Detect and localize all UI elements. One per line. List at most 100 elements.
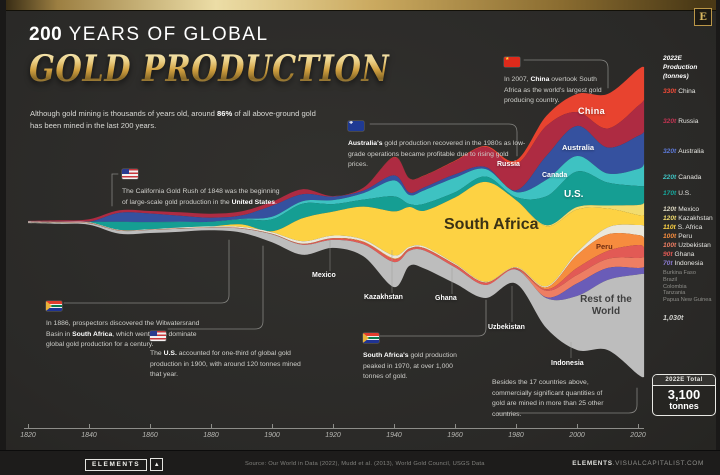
production-legend: 2022E Production (tonnes) 330t China 320t…	[663, 0, 719, 475]
axis-year-label: 2000	[569, 432, 585, 439]
axis-year-label: 1940	[386, 432, 402, 439]
south-africa-flag-icon	[363, 333, 379, 343]
chart-label-china: China	[578, 106, 606, 116]
title-200: 200	[29, 24, 63, 45]
axis-tick	[638, 424, 639, 429]
axis-year-label: 1900	[264, 432, 280, 439]
annotation-text: The California Gold Rush of 1848 was the…	[122, 188, 280, 206]
axis-tick	[89, 424, 90, 429]
connector-california	[111, 173, 119, 207]
chart-label-south-africa: South Africa	[444, 216, 539, 233]
legend-header: 2022E Production (tonnes)	[663, 55, 698, 81]
chart-label-russia: Russia	[497, 161, 520, 168]
south-africa-flag-icon	[46, 301, 62, 311]
axis-tick	[577, 424, 578, 429]
stream-band-russia	[28, 100, 645, 223]
axis-year-label: 2020	[630, 432, 646, 439]
axis-year-label: 1980	[508, 432, 524, 439]
elements-e-logo: E	[694, 8, 712, 26]
axis-tick	[455, 424, 456, 429]
axis-year-label: 1840	[81, 432, 97, 439]
axis-tick	[211, 424, 212, 429]
legend-item-indonesia: 70t Indonesia	[663, 260, 704, 267]
us-flag-icon	[150, 331, 166, 341]
us-flag-icon	[122, 169, 138, 179]
legend-item-peru: 100t Peru	[663, 233, 693, 240]
legend-item-uzbekistan: 100t Uzbekistan	[663, 242, 711, 249]
footer-bar: ELEMENTS ▲ Source: Our World in Data (20…	[0, 450, 720, 475]
axis-year-label: 1960	[447, 432, 463, 439]
title-line: 200 YEARS OF GLOBAL	[29, 24, 397, 46]
total-box-unit: tonnes	[669, 401, 699, 412]
connector-us-1900	[167, 245, 264, 330]
legend-item-australia: 320t Australia	[663, 148, 704, 155]
legend-item-ghana: 90t Ghana	[663, 251, 695, 258]
axis-tick	[333, 424, 334, 429]
legend-rest-of-world-total: 1,030t	[663, 313, 684, 322]
chart-label-ghana: Ghana	[435, 295, 457, 302]
chart-label-rest-of-world: Rest of the World	[580, 294, 632, 317]
chart-label-indonesia: Indonesia	[551, 360, 584, 367]
legend-item-canada: 220t Canada	[663, 174, 702, 181]
chart-label-us: U.S.	[564, 189, 584, 200]
connector-witwatersrand	[63, 239, 230, 304]
axis-year-label: 1880	[203, 432, 219, 439]
chart-label-mexico: Mexico	[312, 272, 336, 279]
annotation-text: Besides the 17 countries above, commerci…	[492, 379, 604, 418]
annotation-text: The U.S. accounted for one-third of glob…	[150, 350, 301, 379]
chart-label-canada: Canada	[542, 172, 568, 179]
elements-wordmark: ELEMENTS	[85, 458, 148, 471]
legend-item-us: 170t U.S.	[663, 190, 692, 197]
title-block: 200 YEARS OF GLOBAL GOLD PRODUCTION	[29, 24, 397, 90]
stream-band-south-africa	[28, 181, 645, 287]
annotation-china-2007: In 2007, China overtook South Africa as …	[504, 54, 614, 107]
label-leader-lines	[329, 240, 572, 358]
annotation-connectors	[63, 59, 638, 414]
page-title: GOLD PRODUCTION	[29, 48, 390, 91]
subtitle-text: Although gold mining is thousands of yea…	[30, 109, 316, 130]
chart-label-australia: Australia	[562, 143, 595, 152]
axis-year-label: 1860	[142, 432, 158, 439]
chart-label-peru: Peru	[596, 242, 613, 251]
total-box-header: 2022E Total	[653, 375, 715, 386]
legend-item-s-africa: 110t S. Africa	[663, 224, 703, 231]
australia-flag-icon	[348, 121, 364, 131]
title-years-of-global: YEARS OF GLOBAL	[62, 24, 269, 45]
stream-bands	[28, 66, 645, 378]
total-2022-box: 2022E Total 3,100 tonnes	[652, 374, 716, 417]
stream-band-indonesia	[28, 222, 645, 301]
annotation-other-countries: Besides the 17 countries above, commerci…	[492, 378, 610, 420]
elements-badge-icon: ▲	[150, 458, 164, 471]
left-edge-frame	[0, 0, 6, 450]
source-text: Source: Our World in Data (2022), Mudd e…	[245, 461, 485, 467]
axis-tick	[516, 424, 517, 429]
connector-china-2007	[523, 59, 609, 89]
annotation-text: Australia's gold production recovered in…	[348, 140, 526, 169]
chart-label-uzbekistan: Uzbekistan	[488, 324, 525, 331]
axis-tick	[28, 424, 29, 429]
elements-logo: ELEMENTS ▲	[85, 458, 164, 471]
legend-item-mexico: 120t Mexico	[663, 206, 700, 213]
total-box-value: 3,100	[667, 387, 701, 402]
axis-year-label: 1920	[325, 432, 341, 439]
legend-small-countries: Burkina Faso Brazil Colombia Tanzania Pa…	[663, 270, 712, 304]
e-logo-letter: E	[699, 11, 707, 23]
right-edge-frame	[716, 0, 720, 450]
chart-label-kazakhstan: Kazakhstan	[364, 294, 403, 301]
legend-item-russia: 320t Russia	[663, 118, 699, 125]
site-url: ELEMENTS.VISUALCAPITALIST.COM	[572, 460, 704, 467]
stream-band-australia	[28, 125, 645, 223]
axis-tick	[272, 424, 273, 429]
annotation-south-africa-1970: South Africa's gold production peaked in…	[363, 330, 475, 383]
connector-sa-1970	[379, 299, 487, 337]
annotation-australia-1980s: Australia's gold production recovered in…	[348, 118, 528, 171]
annotation-california-gold-rush: The California Gold Rush of 1848 was the…	[122, 166, 280, 208]
legend-item-china: 330t China	[663, 88, 696, 95]
annotation-text: In 2007, China overtook South Africa as …	[504, 76, 602, 105]
connector-other-countries	[496, 387, 638, 414]
china-flag-icon	[504, 57, 520, 67]
x-axis-line	[24, 428, 644, 429]
axis-tick	[150, 424, 151, 429]
annotation-text: South Africa's gold production peaked in…	[363, 352, 457, 381]
